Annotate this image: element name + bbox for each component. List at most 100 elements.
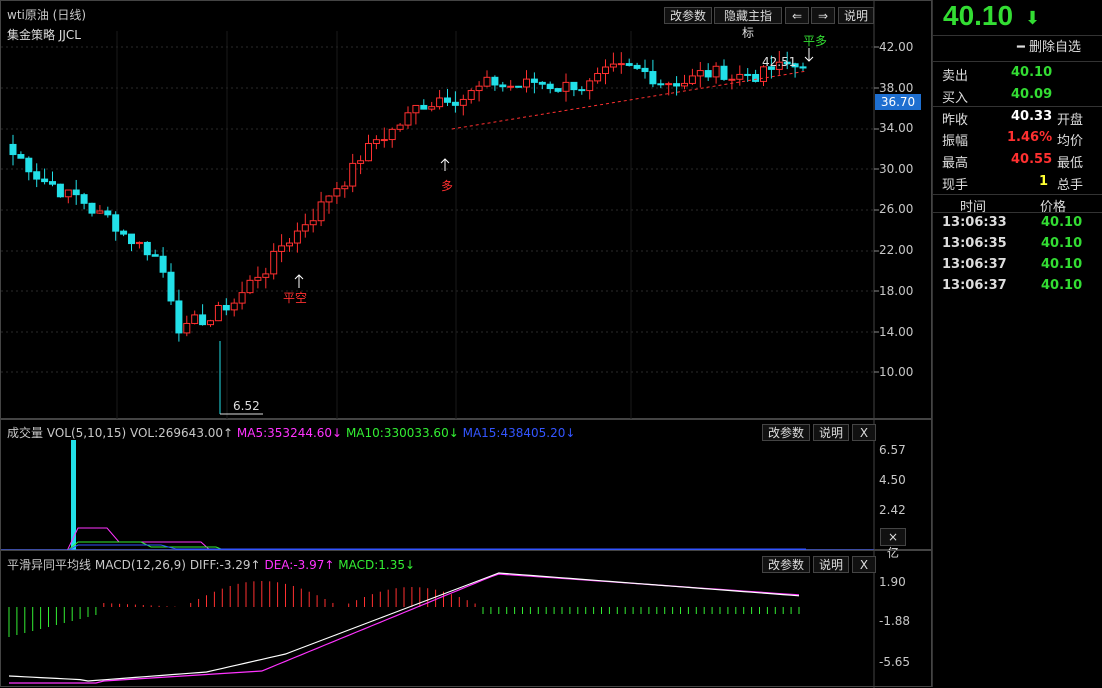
candle-body: [641, 67, 649, 73]
tick-row: 13:06:37 40.10: [942, 257, 1083, 272]
volume-help-button[interactable]: 说明: [813, 424, 849, 441]
macd-header: 平滑异同平均线 MACD(12,26,9) DIFF:-3.29↑ DEA:-3…: [7, 556, 415, 573]
candle-body: [475, 85, 483, 92]
candle-body: [570, 81, 578, 91]
volume-value: VOL:269643.00↑: [129, 426, 234, 440]
help-button[interactable]: 说明: [838, 7, 874, 24]
y-tick: 10.00: [879, 365, 914, 379]
current-hand: 1: [1039, 174, 1049, 189]
y-tick: 22.00: [879, 243, 914, 257]
candle-body: [214, 304, 222, 322]
macd-edit-params-button[interactable]: 改参数: [762, 556, 810, 573]
candle-body: [491, 76, 499, 86]
candle-body: [546, 83, 554, 90]
candle-body: [483, 76, 491, 87]
candle-body: [56, 183, 64, 198]
chart-title: wti原油 (日线): [7, 8, 87, 22]
candle-body: [712, 65, 720, 78]
y-tick: 30.00: [879, 162, 914, 176]
candle-body: [112, 214, 120, 232]
day-high: 40.55: [1011, 152, 1053, 167]
arrow-right-icon[interactable]: ⇒: [811, 7, 835, 24]
candle-body: [586, 80, 594, 92]
quote-row-hand: 现手 1 总手: [942, 174, 1084, 193]
volume-y-tick: 6.57: [879, 443, 906, 457]
edit-params-button[interactable]: 改参数: [664, 7, 712, 24]
signal-close-long: 平多: [803, 34, 828, 48]
candle-body: [396, 124, 404, 130]
macd-params: MACD(12,26,9): [94, 558, 186, 572]
candle-body: [665, 83, 673, 86]
volume-edit-params-button[interactable]: 改参数: [762, 424, 810, 441]
candle-body: [744, 73, 752, 76]
y-tick: 14.00: [879, 325, 914, 339]
quote-row-buy: 买入 40.09: [942, 87, 1053, 106]
candle-body: [444, 97, 451, 103]
macd-y-tick: -5.65: [879, 655, 911, 669]
macd-chart: [8, 551, 875, 688]
candle-body: [673, 83, 681, 87]
sell-price: 40.10: [1011, 65, 1053, 80]
macd-close-icon[interactable]: X: [852, 556, 876, 573]
candle-body: [602, 66, 609, 75]
volume-y-tick: 4.50: [879, 473, 906, 487]
y-tick: 34.00: [879, 121, 914, 135]
candle-body: [357, 160, 365, 164]
buy-price: 40.09: [1011, 87, 1053, 102]
candle-body: [33, 171, 41, 180]
macd-dea: DEA:-3.97↑: [264, 558, 335, 572]
candle-body: [159, 255, 167, 273]
candle-body: [696, 70, 704, 77]
macd-help-button[interactable]: 说明: [813, 556, 849, 573]
candle-body: [143, 241, 151, 256]
candle-body: [554, 88, 562, 92]
candle-body: [578, 89, 586, 92]
candle-body: [246, 279, 254, 294]
candle-body: [183, 322, 191, 334]
candle-body: [767, 66, 775, 70]
candle-body: [349, 162, 357, 187]
candle-body: [262, 273, 270, 278]
candle-body: [151, 254, 159, 257]
candle-body: [96, 210, 104, 214]
candle-body: [633, 64, 641, 69]
candle-body: [775, 61, 783, 70]
down-arrow-icon: [804, 48, 814, 62]
volume-ma10: MA10:330033.60↓: [345, 426, 459, 440]
macd-pane: 平滑异同平均线 MACD(12,26,9) DIFF:-3.29↑ DEA:-3…: [0, 550, 932, 688]
volume-bar: [71, 440, 76, 551]
amplitude: 1.46%: [1007, 130, 1053, 145]
candle-body: [25, 157, 33, 173]
volume-title: 成交量: [7, 426, 44, 440]
hide-main-indicator-button[interactable]: 隐藏主指标: [714, 7, 782, 40]
candle-body: [333, 188, 341, 197]
y-tick: 42.00: [879, 40, 914, 54]
candle-body: [791, 63, 799, 68]
candle-body: [135, 241, 143, 245]
arrow-left-icon[interactable]: ⇐: [785, 7, 809, 24]
candle-body: [538, 81, 546, 85]
remove-watchlist-button[interactable]: ━ 删除自选: [1017, 40, 1081, 55]
tick-row: 13:06:37 40.10: [942, 278, 1083, 293]
candle-body: [49, 181, 56, 185]
volume-unit-button[interactable]: ×亿: [880, 528, 906, 560]
kline-pane: wti原油 (日线) 集金策略 JJCL 改参数 隐藏主指标 ⇐ ⇒ 说明 42…: [0, 0, 932, 420]
candle-body: [72, 189, 80, 196]
volume-ma5: MA5:353244.60↓: [236, 426, 343, 440]
candle-body: [41, 178, 49, 183]
candle-body: [270, 250, 278, 275]
tick-row: 13:06:35 40.10: [942, 236, 1083, 251]
candle-body: [167, 271, 175, 302]
tick-row: 13:06:33 40.10: [942, 215, 1083, 230]
signal-close-short: 平空: [283, 291, 308, 305]
candle-body: [720, 65, 728, 80]
down-arrow-icon: ⬇: [1025, 8, 1041, 29]
candle-body: [293, 230, 301, 244]
candle-body: [436, 97, 444, 108]
candle-body: [428, 106, 436, 110]
candle-body: [657, 83, 665, 86]
tick-table-header: 时间 价格: [960, 200, 1067, 215]
candle-body: [104, 210, 112, 216]
candle-body: [459, 98, 467, 106]
volume-close-icon[interactable]: X: [852, 424, 876, 441]
